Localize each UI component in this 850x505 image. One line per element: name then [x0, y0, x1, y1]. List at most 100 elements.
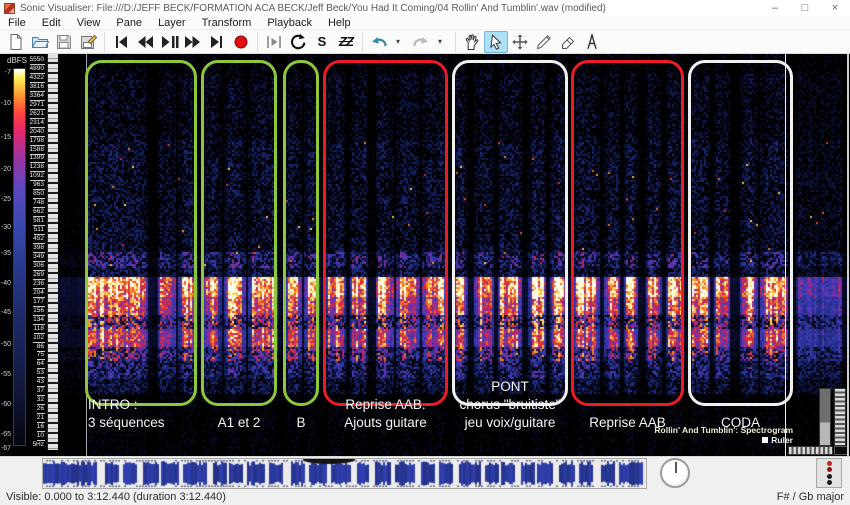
open-file-button[interactable]: [28, 31, 52, 53]
segment-label-line: CODA: [720, 415, 760, 430]
overview-row: [0, 456, 850, 489]
freq-tick: 2314: [29, 118, 45, 128]
app-icon: [4, 2, 15, 14]
solo-button[interactable]: S: [310, 31, 334, 53]
freq-tick: 75: [36, 351, 45, 361]
play-pause-button[interactable]: [157, 31, 181, 53]
record-button[interactable]: [229, 31, 253, 53]
playback-level-button[interactable]: [816, 458, 842, 488]
segment-label-line: Reprise AAB.: [345, 397, 426, 412]
level-dot-icon: [826, 467, 832, 473]
new-file-icon: [10, 33, 22, 50]
playback-speed-dial[interactable]: [660, 458, 690, 488]
undo-button[interactable]: [367, 31, 391, 53]
hand-icon: [465, 33, 479, 50]
menu-playback[interactable]: Playback: [267, 16, 312, 29]
toolbar-separator: [104, 31, 105, 52]
loop-button[interactable]: [286, 31, 310, 53]
segment-box-0: [85, 60, 197, 406]
menu-layer[interactable]: Layer: [158, 16, 186, 29]
freq-tick: 32: [36, 396, 45, 406]
freq-tick: 156: [33, 306, 45, 316]
segment-label-line: chorus "bruitiste": [459, 397, 561, 412]
db-scale-unit: dBFS: [7, 56, 28, 65]
vertical-zoom-thumbwheel[interactable]: [834, 388, 846, 446]
freq-tick: 511: [33, 226, 45, 236]
freq-tick: 581: [33, 217, 45, 227]
freq-tick: 2040: [29, 127, 45, 137]
redo-button[interactable]: [409, 31, 433, 53]
cursor-icon: [490, 33, 502, 50]
maximize-button[interactable]: □: [801, 2, 809, 14]
freq-tick: 306: [33, 261, 45, 271]
menu-edit[interactable]: Edit: [41, 16, 61, 29]
rewind-to-start-button[interactable]: [109, 31, 133, 53]
segment-label-line: jeu voix/guitare: [464, 415, 556, 430]
db-tick: -50: [0, 341, 11, 348]
ruler-swatch-icon: [762, 437, 769, 443]
menu-view[interactable]: View: [76, 16, 101, 29]
navigate-tool-button[interactable]: [460, 31, 484, 53]
db-tick: -67: [0, 445, 11, 452]
menu-pane[interactable]: Pane: [116, 16, 143, 29]
solo-icon: S: [317, 34, 327, 49]
segment-label-6: CODA: [674, 414, 807, 432]
legend-ruler-item[interactable]: Ruler: [654, 435, 793, 446]
vertical-scrollbar[interactable]: [819, 388, 831, 446]
db-tick: -65: [0, 431, 11, 438]
freq-tick: 349: [33, 252, 45, 262]
erase-tool-button[interactable]: [556, 31, 580, 53]
menu-bar: File Edit View Pane Layer Transform Playback He…: [0, 16, 850, 30]
segment-box-1: [201, 60, 277, 406]
loop-icon: [291, 33, 306, 49]
draw-tool-button[interactable]: [532, 31, 556, 53]
segment-box-6: [688, 60, 793, 406]
toolbar: S ZZ ▾ ▾: [0, 30, 850, 54]
pane-right-edge: [847, 54, 849, 456]
skip-to-end-button[interactable]: [205, 31, 229, 53]
pencil-icon: [536, 34, 551, 49]
db-tick: -35: [0, 250, 11, 257]
segment-box-2: [283, 60, 319, 406]
segment-label-line: B: [296, 415, 306, 430]
save-as-button[interactable]: [76, 31, 100, 53]
freq-tick: 4890: [29, 64, 45, 74]
close-button[interactable]: ×: [831, 2, 839, 14]
freq-tick: 2621: [29, 109, 45, 119]
legend-layer-name: Rollin' And Tumblin': Spectrogram: [654, 425, 793, 435]
measure-tool-button[interactable]: [580, 31, 604, 53]
save-as-icon: [81, 34, 97, 49]
db-tick: -40: [0, 280, 11, 287]
key-status: F# / Gb major: [776, 491, 844, 503]
freq-tick: 2971: [29, 100, 45, 110]
record-icon: [234, 35, 248, 48]
menu-help[interactable]: Help: [327, 16, 351, 29]
freq-tick: 3364: [29, 91, 45, 101]
horizontal-zoom-thumbwheel[interactable]: [788, 446, 833, 455]
select-tool-button[interactable]: [484, 30, 508, 53]
freq-tick: 1092: [29, 172, 45, 182]
save-button[interactable]: [52, 31, 76, 53]
freq-tick: 204: [33, 288, 45, 298]
db-tick: -15: [0, 134, 11, 141]
freq-tick: 452: [33, 235, 45, 245]
overview-waveform-canvas[interactable]: [42, 458, 647, 489]
new-file-button[interactable]: [4, 31, 28, 53]
undo-dropdown[interactable]: ▾: [391, 31, 409, 53]
freq-tick: 64: [36, 360, 45, 370]
play-selection-button[interactable]: [262, 31, 286, 53]
menu-transform[interactable]: Transform: [201, 16, 252, 29]
freq-tick: 850: [33, 190, 45, 200]
segment-label-line: Reprise AAB: [589, 415, 666, 430]
segment-label-0: INTRO : 3 séquences: [88, 396, 165, 432]
align-button[interactable]: ZZ: [334, 31, 358, 53]
pane-resize-handle[interactable]: [834, 446, 848, 455]
minimize-button[interactable]: –: [771, 2, 779, 14]
rewind-button[interactable]: [133, 31, 157, 53]
redo-dropdown[interactable]: ▾: [433, 31, 451, 53]
move-tool-button[interactable]: [508, 31, 532, 53]
menu-file[interactable]: File: [8, 16, 26, 29]
fast-forward-button[interactable]: [181, 31, 205, 53]
segment-label-3: Reprise AAB. Ajouts guitare: [309, 396, 462, 432]
